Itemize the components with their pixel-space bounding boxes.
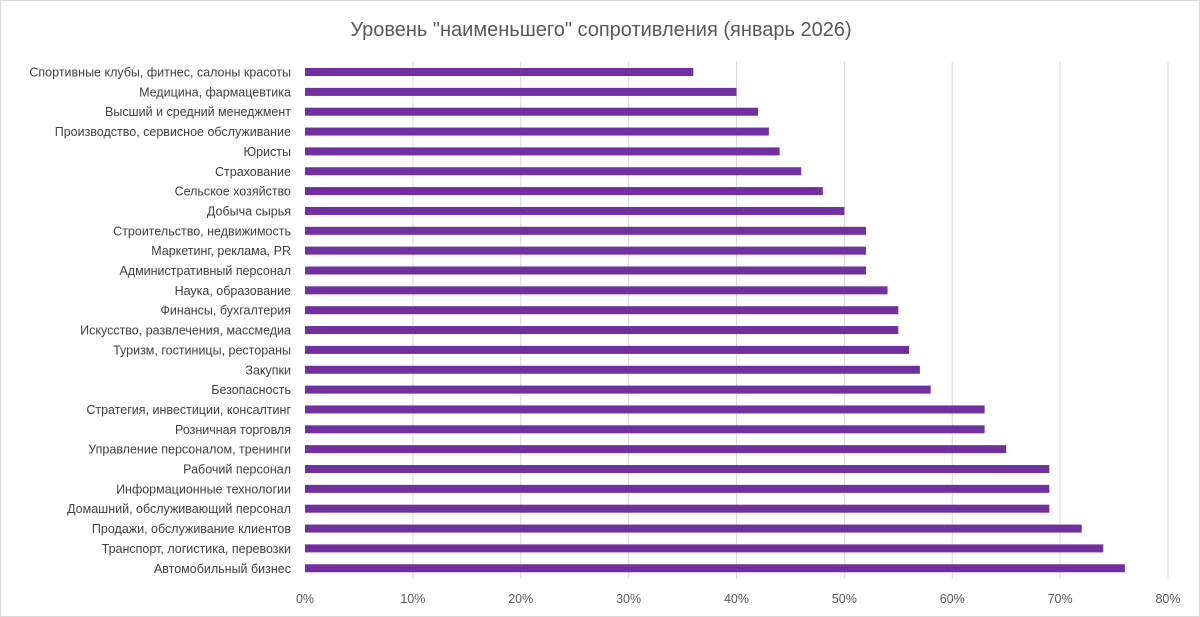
category-label: Информационные технологии xyxy=(116,482,291,496)
bar xyxy=(305,425,985,434)
bar xyxy=(305,445,1007,454)
category-label: Продажи, обслуживание клиентов xyxy=(92,522,291,536)
bar xyxy=(305,504,1050,513)
category-label: Административный персонал xyxy=(119,264,291,278)
category-label: Рабочий персонал xyxy=(183,463,291,477)
category-label: Туризм, гостиницы, рестораны xyxy=(113,343,291,357)
category-label: Розничная торговля xyxy=(175,423,291,437)
x-tick-label: 70% xyxy=(1048,592,1073,606)
bar xyxy=(305,345,910,354)
category-label: Домашний, обслуживающий персонал xyxy=(67,502,291,516)
category-label: Маркетинг, реклама, PR xyxy=(151,244,291,258)
chart-title: Уровень "наименьшего" сопротивления (янв… xyxy=(350,19,851,41)
x-tick-label: 20% xyxy=(508,592,533,606)
category-label: Строительство, недвижимость xyxy=(113,224,291,238)
bar xyxy=(305,107,759,116)
x-tick-label: 30% xyxy=(616,592,641,606)
bar xyxy=(305,544,1104,553)
category-label: Сельское хозяйство xyxy=(175,185,291,199)
bar xyxy=(305,167,802,176)
bar xyxy=(305,127,769,136)
category-label: Медицина, фармацевтика xyxy=(139,85,291,99)
category-label: Управление персоналом, тренинги xyxy=(88,443,291,457)
x-tick-label: 50% xyxy=(832,592,857,606)
bar xyxy=(305,405,985,414)
bar xyxy=(305,385,931,394)
bar xyxy=(305,246,866,255)
category-label: Стратегия, инвестиции, консалтинг xyxy=(86,403,291,417)
bar xyxy=(305,226,866,235)
bar xyxy=(305,306,899,315)
x-tick-label: 80% xyxy=(1155,592,1180,606)
bar xyxy=(305,465,1050,473)
bar xyxy=(305,484,1050,493)
bar xyxy=(305,286,888,295)
category-label: Транспорт, логистика, перевозки xyxy=(102,542,291,556)
x-tick-label: 0% xyxy=(296,592,314,606)
category-label: Юристы xyxy=(243,145,291,159)
gridlines xyxy=(412,62,1169,579)
category-label: Высший и средний менеджмент xyxy=(105,105,291,119)
x-tick-label: 60% xyxy=(940,592,965,606)
bar xyxy=(305,524,1082,533)
category-label: Финансы, бухгалтерия xyxy=(160,304,291,318)
bar xyxy=(305,266,866,275)
category-label: Производство, сервисное обслуживание xyxy=(55,125,291,139)
x-tick-label: 10% xyxy=(400,592,425,606)
bar xyxy=(305,68,694,76)
bar xyxy=(305,87,737,96)
x-axis-ticks: 0% 10% 20% 30% 40% 50% 60% 70% 80% xyxy=(296,592,1181,606)
category-label: Добыча сырья xyxy=(207,204,291,218)
category-label: Безопасность xyxy=(211,383,291,397)
category-label: Спортивные клубы, фитнес, салоны красоты xyxy=(29,66,291,80)
bar xyxy=(305,187,823,196)
bars xyxy=(305,68,1125,573)
bar xyxy=(305,365,920,374)
category-labels: Спортивные клубы, фитнес, салоны красоты… xyxy=(29,66,291,576)
bar xyxy=(305,564,1125,573)
x-tick-label: 40% xyxy=(724,592,749,606)
category-label: Страхование xyxy=(215,165,291,179)
category-label: Автомобильный бизнес xyxy=(154,562,291,576)
bar xyxy=(305,206,845,215)
category-label: Искусство, развлечения, массмедиа xyxy=(80,324,291,338)
bar xyxy=(305,147,780,156)
category-label: Закупки xyxy=(245,363,291,377)
category-label: Наука, образование xyxy=(175,284,291,298)
bar xyxy=(305,326,899,335)
